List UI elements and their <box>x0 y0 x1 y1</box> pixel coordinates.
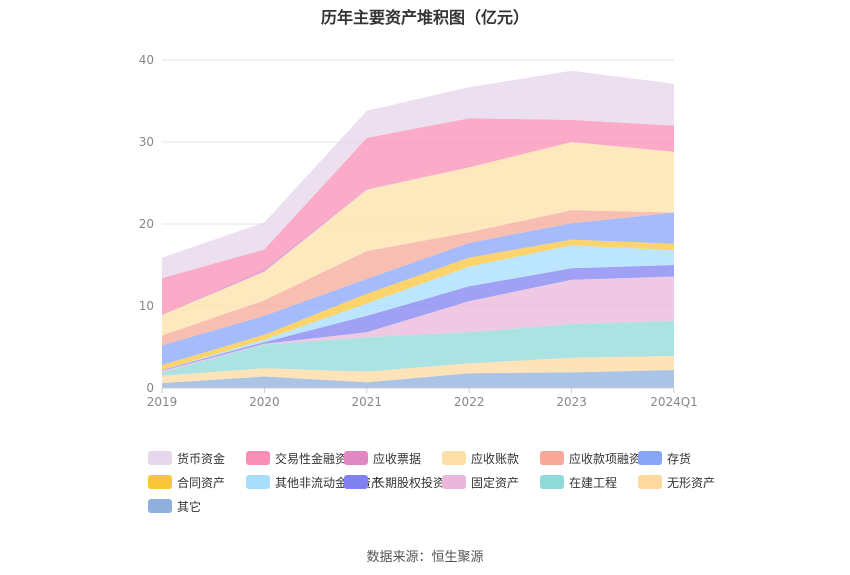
area-series-7 <box>162 212 674 365</box>
legend-swatch <box>246 451 270 465</box>
legend-label: 长期股权投资 <box>373 475 446 490</box>
legend-label: 应收票据 <box>373 451 422 466</box>
legend-item[interactable]: 在建工程 <box>540 473 638 491</box>
area-series-3 <box>162 276 674 373</box>
legend-swatch <box>540 451 564 465</box>
legend-swatch <box>246 475 270 489</box>
y-tick-label: 0 <box>146 381 154 395</box>
legend-swatch <box>638 451 662 465</box>
y-tick-label: 20 <box>139 217 154 231</box>
legend-label: 货币资金 <box>177 451 226 466</box>
y-tick-label: 30 <box>139 135 154 149</box>
x-tick-label: 2024Q1 <box>650 395 698 409</box>
chart-legend: 货币资金 交易性金融资产 应收票据 应收账款 应收款项融资 存货合同资产 其他非流动金融资产… <box>148 449 748 515</box>
legend-swatch <box>148 499 172 513</box>
legend-swatch <box>540 475 564 489</box>
area-series-5 <box>162 245 674 370</box>
legend-label: 其它 <box>177 499 202 514</box>
area-series-1 <box>162 356 674 384</box>
legend-item[interactable]: 固定资产 <box>442 473 540 491</box>
legend-item[interactable]: 无形资产 <box>638 473 736 491</box>
legend-item[interactable]: 应收账款 <box>442 449 540 467</box>
legend-item[interactable]: 合同资产 <box>148 473 246 491</box>
legend-item[interactable]: 应收款项融资 <box>540 449 642 467</box>
legend-swatch <box>148 475 172 489</box>
x-tick-label: 2022 <box>454 395 485 409</box>
legend-label: 合同资产 <box>177 475 226 490</box>
x-tick-label: 2020 <box>249 395 280 409</box>
legend-item[interactable]: 交易性金融资产 <box>246 449 359 467</box>
legend-item[interactable]: 存货 <box>638 449 736 467</box>
area-series-2 <box>162 320 674 376</box>
area-series-11 <box>162 118 674 315</box>
legend-swatch <box>442 475 466 489</box>
legend-label: 固定资产 <box>471 475 520 490</box>
x-tick-label: 2023 <box>556 395 587 409</box>
legend-swatch <box>344 475 368 489</box>
legend-swatch <box>442 451 466 465</box>
legend-item[interactable]: 应收票据 <box>344 449 442 467</box>
legend-label: 交易性金融资产 <box>275 451 360 466</box>
legend-item[interactable]: 货币资金 <box>148 449 246 467</box>
data-source: 数据来源：恒生聚源 <box>366 550 484 565</box>
legend-label: 在建工程 <box>569 475 618 490</box>
area-series-4 <box>162 265 674 371</box>
area-series-12 <box>162 70 674 279</box>
x-tick-label: 2019 <box>147 395 178 409</box>
legend-item[interactable]: 其它 <box>148 497 246 515</box>
x-tick-label: 2021 <box>352 395 383 409</box>
stacked-area-plot: 0 10 20 30 40 2019 2020 2021 2022 2023 2024Q1 <box>139 53 698 409</box>
legend-item[interactable]: 长期股权投资 <box>344 473 446 491</box>
chart-title: 历年主要资产堆积图（亿元） <box>320 8 529 27</box>
area-series-0 <box>162 370 674 388</box>
y-tick-label: 10 <box>139 299 154 313</box>
legend-label: 无形资产 <box>667 475 716 490</box>
y-tick-label: 40 <box>139 53 154 67</box>
legend-label: 应收款项融资 <box>569 451 642 466</box>
legend-label: 应收账款 <box>471 451 520 466</box>
legend-swatch <box>344 451 368 465</box>
legend-swatch <box>638 475 662 489</box>
legend-swatch <box>148 451 172 465</box>
area-series-9 <box>162 142 674 336</box>
legend-item[interactable]: 其他非流动金融资产 <box>246 473 383 491</box>
legend-label: 存货 <box>667 451 692 466</box>
